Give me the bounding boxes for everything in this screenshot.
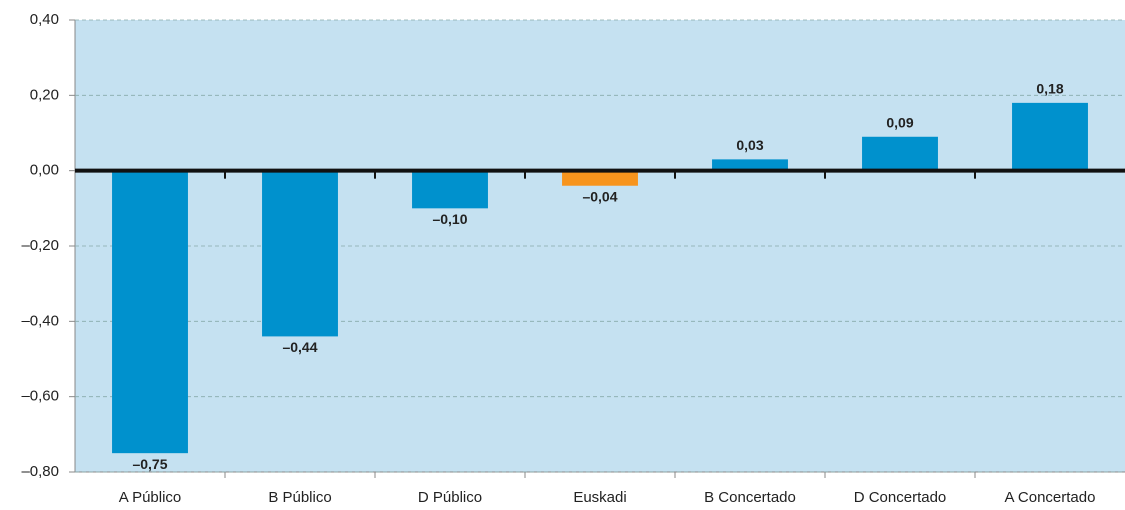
bar: [562, 170, 638, 186]
x-tick-label: A Público: [119, 489, 182, 506]
x-tick-label: B Público: [268, 489, 331, 506]
x-tick-label: B Concertado: [704, 489, 796, 506]
y-tick-label: 0,40: [30, 11, 59, 28]
y-tick-label: –0,60: [21, 388, 59, 405]
value-label: –0,04: [582, 188, 617, 204]
bar: [862, 136, 938, 171]
x-tick-label: A Concertado: [1005, 489, 1096, 506]
bar: [1012, 102, 1088, 171]
value-label: –0,75: [132, 456, 167, 472]
x-tick-label: Euskadi: [573, 489, 626, 506]
value-label: 0,03: [736, 137, 763, 153]
x-tick-label: D Concertado: [854, 489, 947, 506]
y-tick-label: 0,20: [30, 86, 59, 103]
value-label: –0,44: [282, 339, 317, 355]
y-tick-label: –0,20: [21, 237, 59, 254]
value-label: 0,18: [1036, 81, 1063, 97]
bar: [262, 170, 338, 337]
y-tick-label: –0,80: [21, 463, 59, 480]
value-label: –0,10: [432, 211, 467, 227]
y-tick-label: 0,00: [30, 162, 59, 179]
bar: [412, 170, 488, 209]
x-tick-label: D Público: [418, 489, 482, 506]
bar: [712, 159, 788, 171]
y-tick-label: –0,40: [21, 312, 59, 329]
value-label: 0,09: [886, 114, 913, 130]
bar: [112, 170, 188, 454]
